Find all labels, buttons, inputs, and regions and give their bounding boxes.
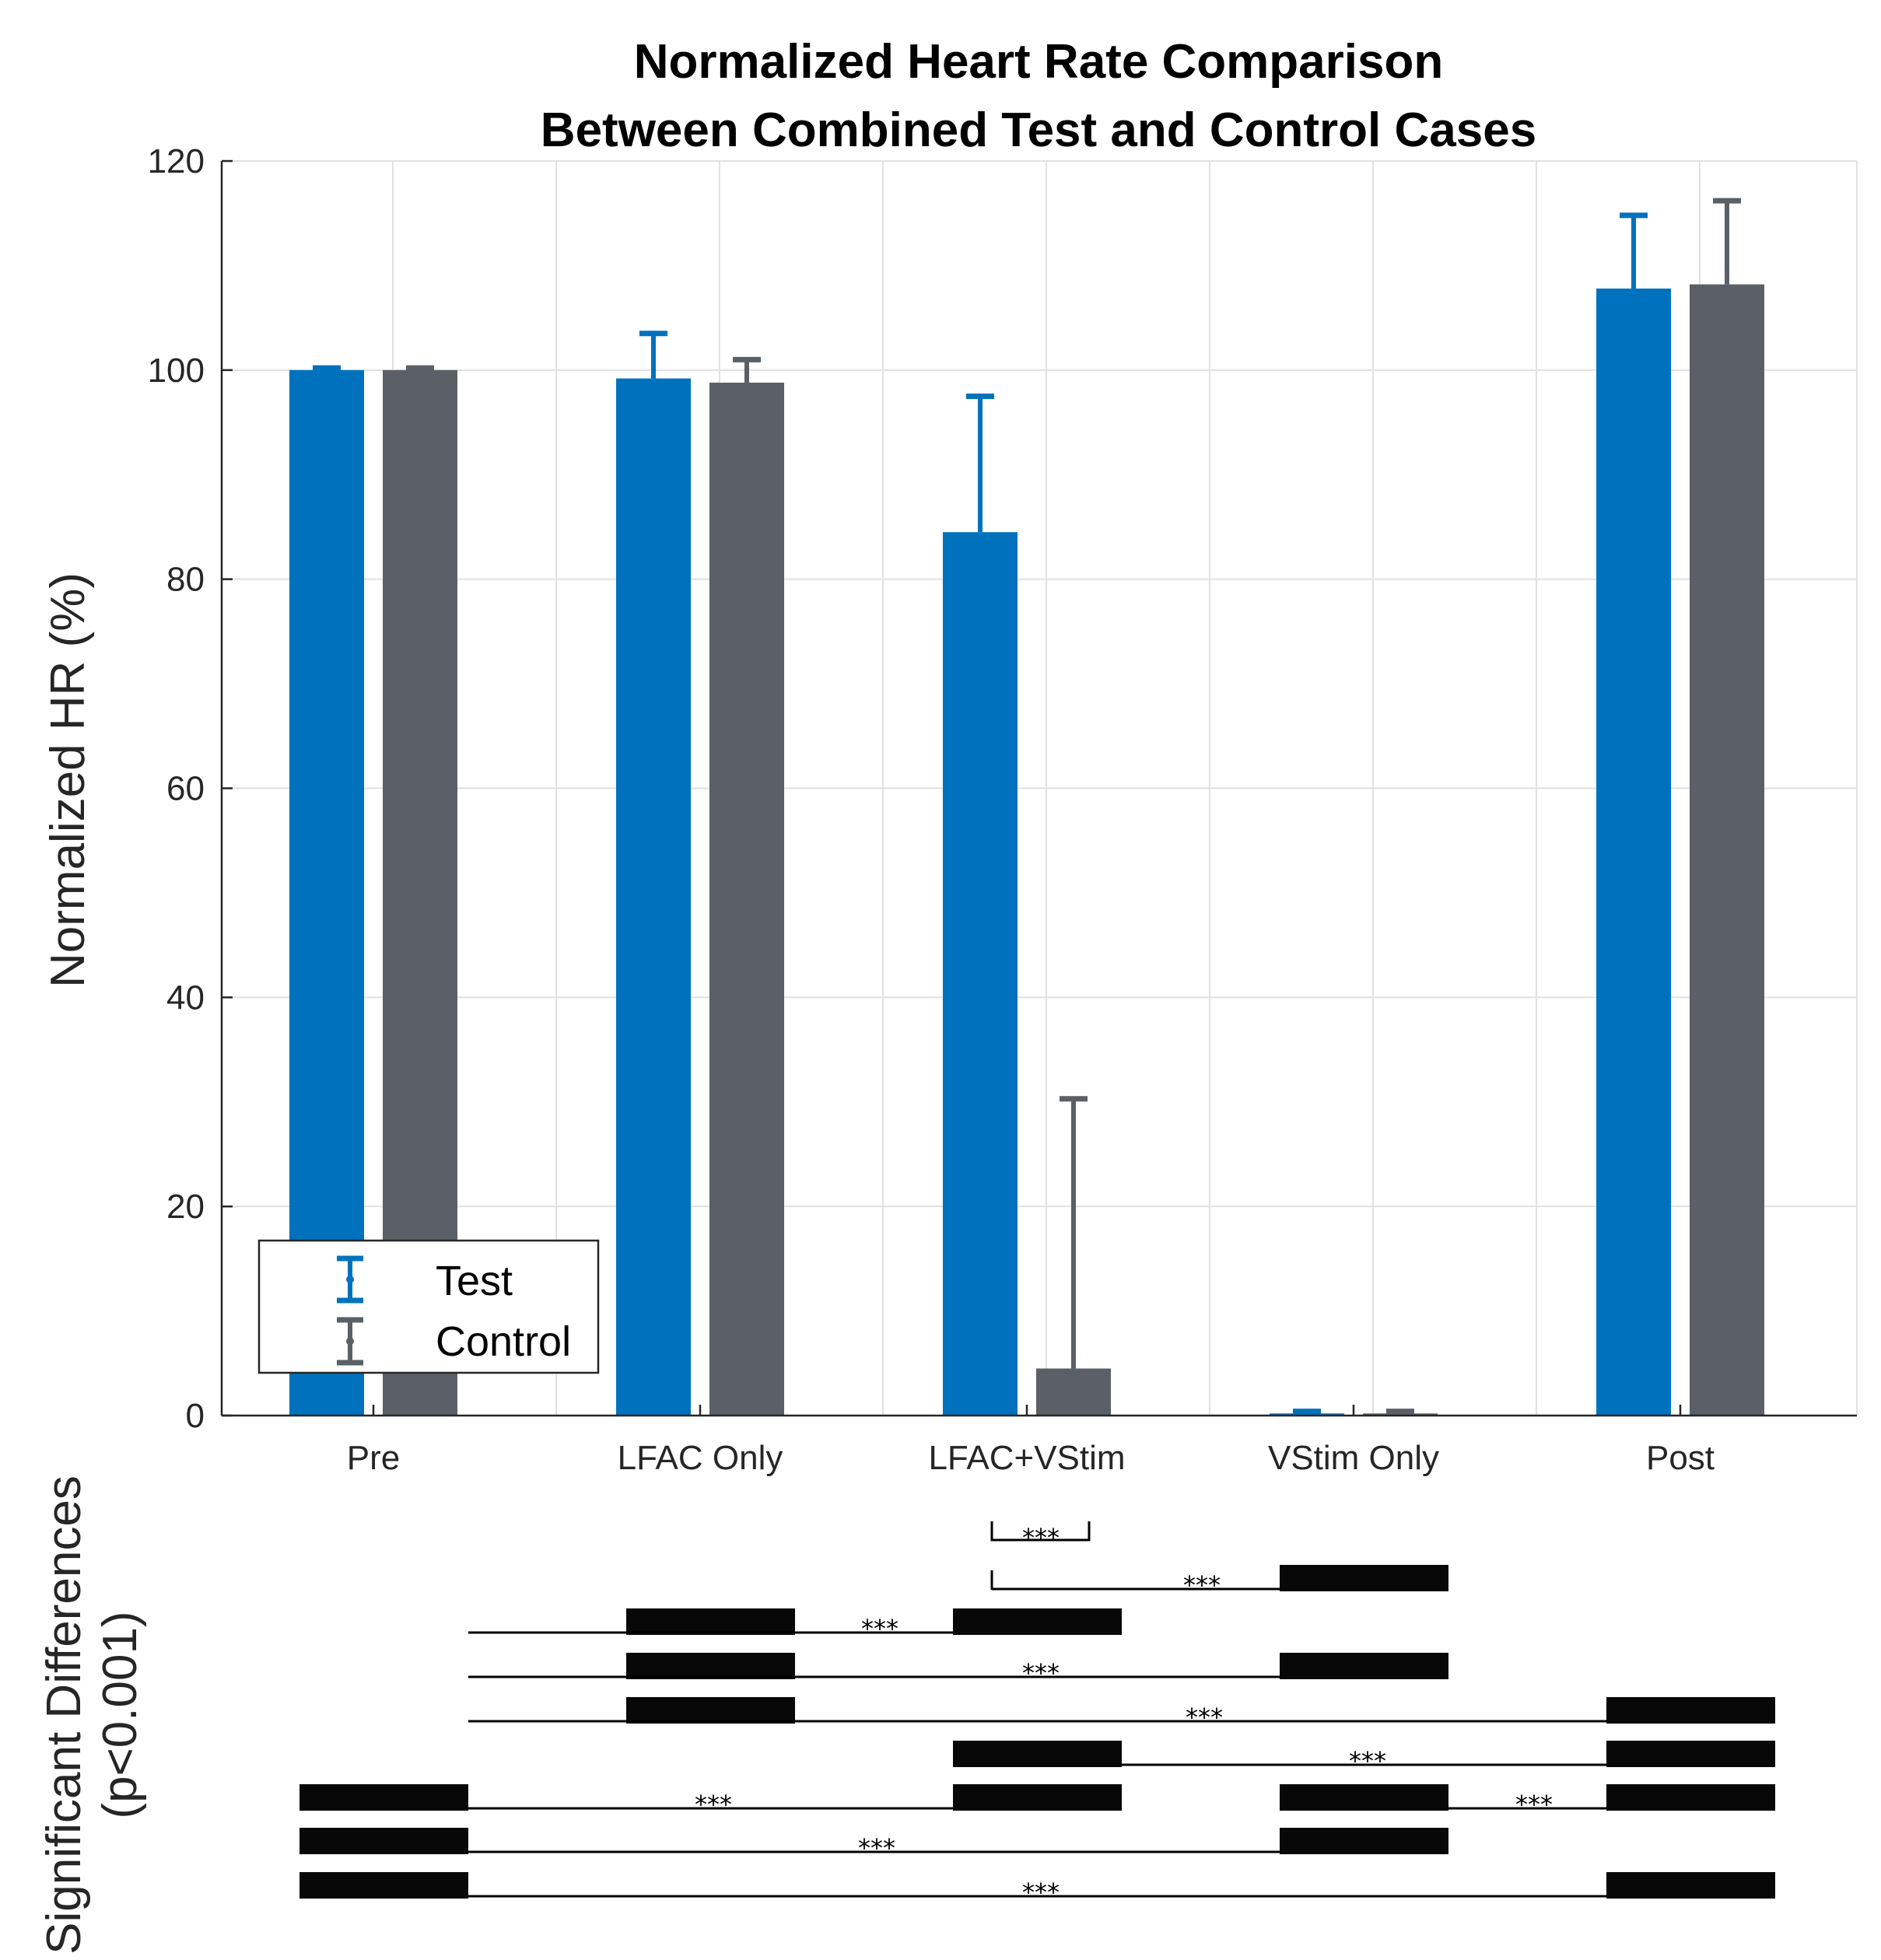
error-bar-control-2 [1060, 1096, 1088, 1369]
significance-label-line2: (p<0.001) [93, 1611, 147, 1818]
y-tick-label-0: 0 [186, 1397, 205, 1435]
bar-control-2 [1036, 1368, 1111, 1416]
significance-row-8: *** [299, 1828, 1448, 1863]
y-tick-label-6: 120 [148, 142, 205, 180]
significance-label-line1: Significant Differences [37, 1475, 91, 1955]
error-bar-control-0 [406, 365, 434, 371]
significance-block-3 [1280, 1565, 1448, 1591]
x-tick-label-4: Post [1646, 1439, 1715, 1477]
significance-row-7: *** [1280, 1784, 1775, 1819]
axes: 0 20 40 60 80 100 120 Pre LFAC Only LFAC+VStim VSt… [148, 142, 1857, 1477]
legend-label-test: Test [436, 1258, 513, 1304]
significance-marker: *** [1349, 1746, 1386, 1776]
bar-control-4 [1690, 284, 1764, 1416]
grid-lines [222, 160, 1858, 1416]
significance-marker: *** [1186, 1703, 1223, 1732]
error-bar-control-4 [1713, 198, 1741, 285]
bar-test-1 [616, 378, 691, 1416]
error-bar-test-2 [966, 393, 994, 533]
significance-row-3: *** [468, 1653, 1448, 1688]
legend-icon-test [337, 1255, 363, 1304]
significance-block-3 [1280, 1828, 1448, 1854]
significance-marker: *** [1022, 1523, 1060, 1552]
significance-block-0 [299, 1828, 468, 1854]
significance-block-4 [1606, 1872, 1775, 1899]
error-bar-test-0 [313, 365, 341, 371]
significance-marker: *** [1183, 1570, 1221, 1600]
significance-block-0 [299, 1872, 468, 1899]
error-bars-group [313, 198, 1741, 1415]
y-tick-label-2: 40 [166, 978, 205, 1017]
x-tick-label-2: LFAC+VStim [928, 1439, 1125, 1477]
significance-row-0: *** [990, 1521, 1091, 1552]
legend-icon-control [337, 1317, 363, 1366]
error-bar-control-3 [1386, 1409, 1414, 1415]
error-bar-control-1 [733, 356, 761, 383]
y-tick-label-1: 20 [166, 1188, 205, 1226]
bar-test-4 [1596, 288, 1671, 1416]
significance-marker: *** [695, 1790, 732, 1819]
significance-block-2 [953, 1608, 1122, 1635]
significance-block-1 [626, 1653, 795, 1679]
significance-row-4: *** [468, 1697, 1775, 1732]
x-tick-label-3: VStim Only [1268, 1439, 1439, 1477]
significance-marker: *** [1022, 1658, 1060, 1688]
significance-row-9: *** [299, 1872, 1775, 1907]
significance-row-5: *** [953, 1741, 1775, 1776]
significance-block-0 [299, 1784, 468, 1811]
significance-block-3 [1280, 1653, 1448, 1679]
y-tick-label-3: 60 [166, 770, 205, 808]
y-axis-label: Normalized HR (%) [41, 572, 95, 988]
error-bar-test-3 [1293, 1409, 1321, 1415]
significance-bracket [990, 1521, 1091, 1542]
bar-test-2 [943, 532, 1018, 1416]
significance-block-3 [1280, 1784, 1448, 1811]
significance-marker: *** [1515, 1790, 1553, 1819]
significance-panel: *** *** *** *** *** *** *** *** *** *** [299, 1521, 1775, 1907]
y-tick-label-5: 100 [148, 352, 205, 390]
significance-block-1 [626, 1608, 795, 1635]
significance-marker: *** [1022, 1878, 1060, 1907]
significance-block-2 [953, 1784, 1122, 1811]
y-tick-label-4: 80 [166, 561, 205, 599]
significance-marker: *** [858, 1833, 895, 1863]
significance-block-4 [1606, 1784, 1775, 1811]
error-bar-test-1 [639, 331, 667, 379]
legend-label-control: Control [436, 1318, 571, 1365]
significance-row-1: *** [990, 1565, 1448, 1600]
significance-marker: *** [861, 1614, 898, 1643]
legend: Test Control [257, 1239, 600, 1374]
error-bar-test-4 [1620, 212, 1648, 289]
significance-row-2: *** [468, 1608, 1122, 1643]
chart-subtitle: Between Combined Test and Control Cases [541, 103, 1536, 157]
significance-row-6: *** [299, 1784, 1122, 1819]
bar-control-1 [709, 382, 784, 1416]
significance-block-2 [953, 1741, 1122, 1767]
x-tick-label-1: LFAC Only [618, 1439, 783, 1477]
significance-block-1 [626, 1697, 795, 1724]
significance-block-4 [1606, 1697, 1775, 1724]
significance-block-4 [1606, 1741, 1775, 1767]
bar-test-3 [1270, 1413, 1344, 1416]
legend-icon-dot [346, 1276, 354, 1283]
x-tick-label-0: Pre [347, 1439, 400, 1477]
legend-box [257, 1239, 600, 1374]
legend-icon-dot [346, 1337, 354, 1346]
bar-control-3 [1363, 1413, 1438, 1416]
chart-title: Normalized Heart Rate Comparison [634, 35, 1443, 89]
